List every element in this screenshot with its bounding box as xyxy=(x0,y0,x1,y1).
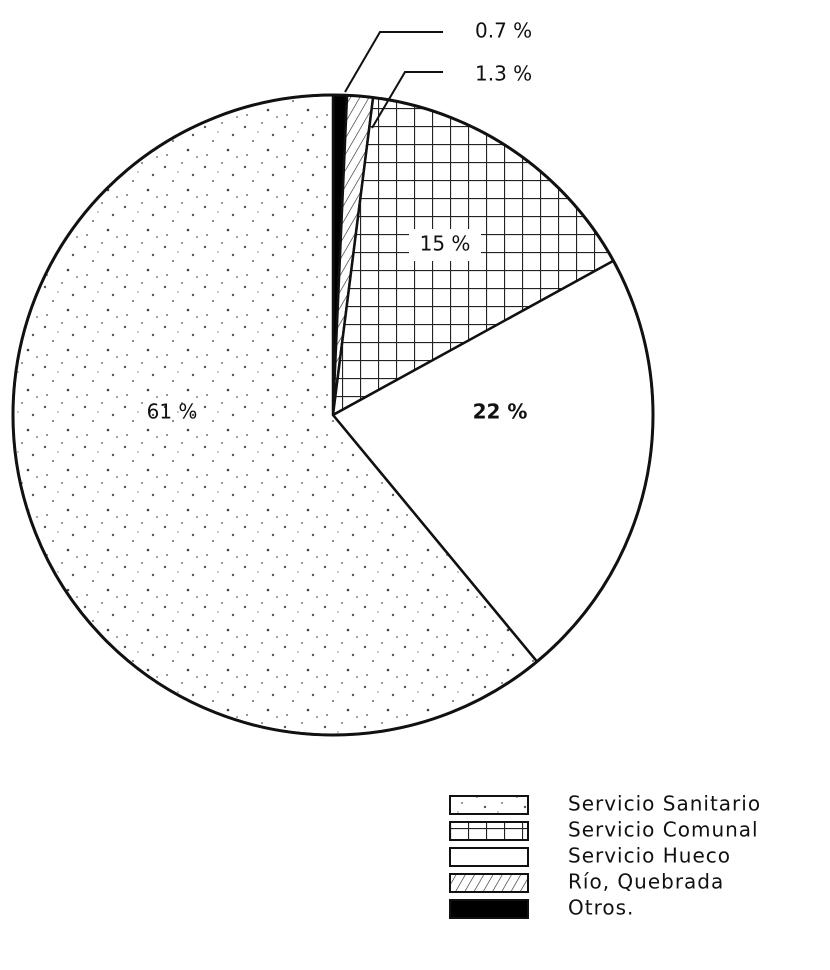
legend-swatch xyxy=(449,795,529,815)
leader-line xyxy=(344,31,443,93)
legend-label: Río, Quebrada xyxy=(568,870,724,894)
legend-swatch xyxy=(449,899,529,919)
data-label: 22 % xyxy=(473,400,528,424)
leader-line xyxy=(371,71,443,129)
data-label: 61 % xyxy=(147,400,198,424)
pie-outline xyxy=(11,93,655,737)
legend-swatch xyxy=(449,821,529,841)
pie: 0.7 % 1.3 % 15 % 22 % 61 % xyxy=(11,19,655,737)
legend-swatch xyxy=(449,847,529,867)
label-bg xyxy=(409,229,481,261)
legend-label: Servicio Hueco xyxy=(568,844,731,868)
legend-label: Servicio Sanitario xyxy=(568,792,761,816)
data-label: 0.7 % xyxy=(475,19,532,43)
legend-label: Otros. xyxy=(568,896,634,920)
legend-label: Servicio Comunal xyxy=(568,818,759,842)
data-label: 15 % xyxy=(420,232,471,256)
legend-swatch xyxy=(449,873,529,893)
data-label: 1.3 % xyxy=(475,62,532,86)
